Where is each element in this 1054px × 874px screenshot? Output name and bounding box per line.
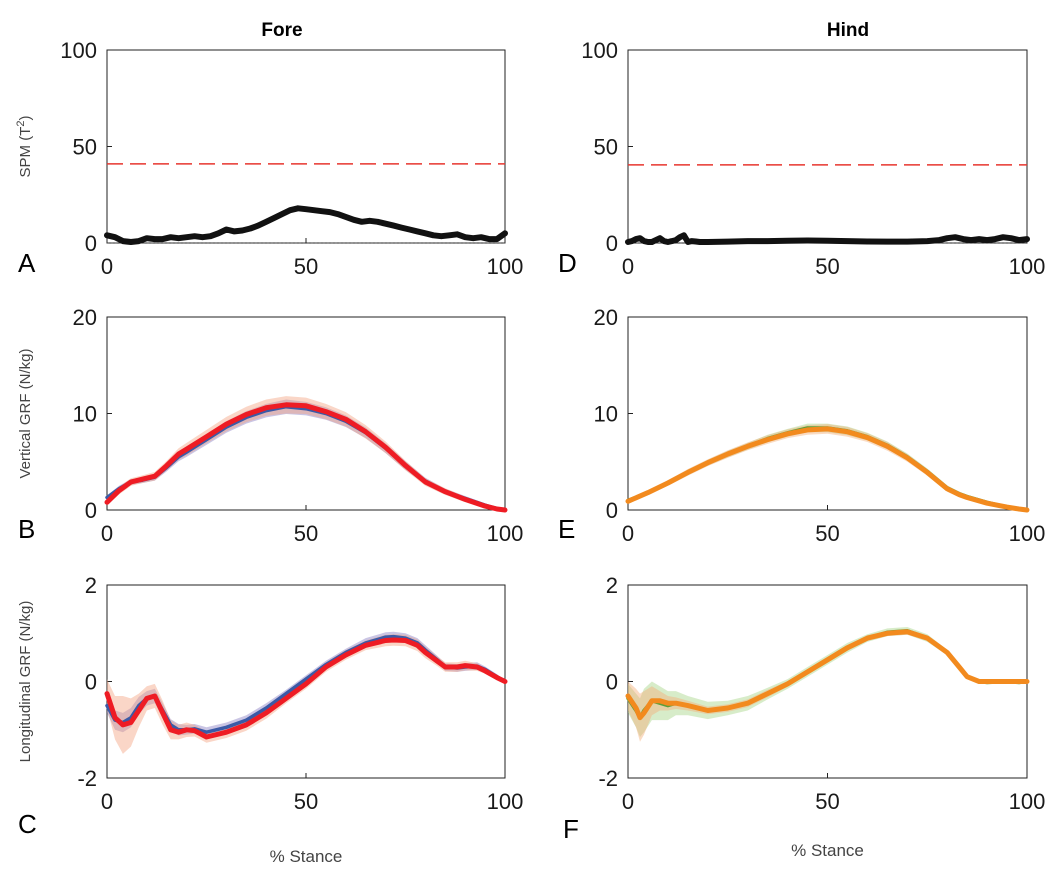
y-axis-label: Longitudinal GRF (N/kg) — [17, 601, 34, 763]
y-tick-label: -2 — [598, 766, 618, 791]
series-0-line — [104, 205, 508, 245]
series-0-line — [625, 232, 1030, 245]
x-axis-label: % Stance — [270, 847, 343, 866]
y-axis-label: Vertical GRF (N/kg) — [17, 348, 34, 478]
x-tick-label: 0 — [101, 521, 113, 546]
plot-frame — [106, 49, 506, 244]
panel-E: 0 50 100 0 10 20 E — [558, 305, 1045, 546]
column-title-hind: Hind — [827, 20, 869, 41]
x-tick-label: 50 — [294, 789, 318, 814]
x-tick-label: 0 — [101, 789, 113, 814]
y-tick-label: 20 — [594, 305, 618, 330]
x-tick-label: 100 — [487, 521, 524, 546]
x-tick-label: 0 — [622, 254, 634, 279]
series-1-line — [104, 637, 508, 740]
x-tick-label: 100 — [487, 254, 524, 279]
panel-letter: E — [558, 514, 575, 544]
y-tick-label: 10 — [73, 402, 97, 427]
y-tick-label: 0 — [85, 231, 97, 256]
y-tick-label: 0 — [606, 231, 618, 256]
panel-letter: A — [18, 248, 36, 278]
x-tick-label: 50 — [294, 254, 318, 279]
x-axis-label: % Stance — [791, 841, 864, 860]
column-title-fore: Fore — [261, 20, 302, 41]
y-tick-label: 50 — [73, 135, 97, 160]
panel-A: 0 50 100 0 50 100 SPM (T2) A — [15, 38, 523, 279]
series-1-line — [625, 426, 1030, 513]
x-tick-label: 50 — [815, 789, 839, 814]
y-tick-label: 20 — [73, 305, 97, 330]
panel-D: 0 50 100 0 50 100 D — [558, 38, 1045, 279]
series-0-band — [628, 627, 1027, 737]
plot-frame — [627, 49, 1028, 244]
panel-letter: D — [558, 248, 577, 278]
x-tick-label: 100 — [1009, 521, 1046, 546]
series-1-band — [628, 628, 1027, 742]
y-tick-label: 2 — [606, 573, 618, 598]
plot-frame — [627, 584, 1028, 779]
y-tick-label: 0 — [606, 498, 618, 523]
x-tick-label: 0 — [622, 789, 634, 814]
y-tick-label: 2 — [85, 573, 97, 598]
panel-letter: B — [18, 514, 35, 544]
y-tick-label: 0 — [85, 498, 97, 523]
panel-letter: F — [563, 814, 579, 844]
x-tick-label: 100 — [1009, 789, 1046, 814]
y-tick-label: 100 — [60, 38, 97, 63]
x-tick-label: 50 — [815, 254, 839, 279]
y-tick-label: 50 — [594, 135, 618, 160]
x-tick-label: 0 — [622, 521, 634, 546]
y-axis-label-superscript: 2 — [15, 121, 27, 127]
panel-B: 0 50 100 0 10 20 Vertical GRF (N/kg) B — [17, 305, 523, 546]
x-tick-label: 0 — [101, 254, 113, 279]
x-tick-label: 50 — [815, 521, 839, 546]
series-1-line — [104, 402, 508, 513]
y-tick-label: 100 — [581, 38, 618, 63]
series-1-band — [107, 634, 505, 754]
panel-letter: C — [18, 809, 37, 839]
x-tick-label: 100 — [487, 789, 524, 814]
series-1-line — [625, 629, 1030, 721]
x-tick-label: 100 — [1009, 254, 1046, 279]
y-tick-label: -2 — [77, 766, 97, 791]
x-tick-label: 50 — [294, 521, 318, 546]
y-tick-label: 10 — [594, 402, 618, 427]
y-axis-label: SPM (T2) — [15, 116, 34, 178]
y-tick-label: 0 — [85, 670, 97, 695]
plot-frame — [627, 316, 1028, 511]
y-tick-label: 0 — [606, 670, 618, 695]
